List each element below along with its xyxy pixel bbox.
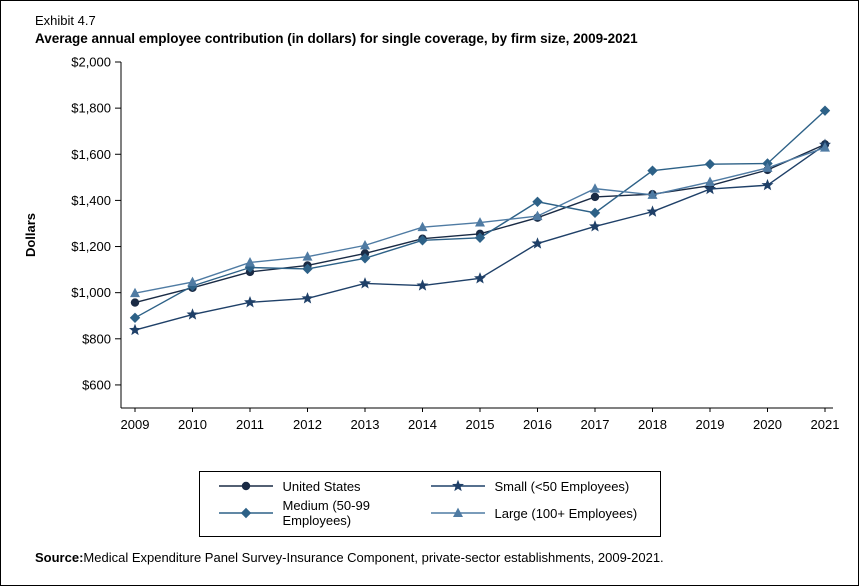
triangle-marker xyxy=(245,257,255,267)
y-tick-label: $1,000 xyxy=(71,285,111,300)
diamond-marker xyxy=(647,165,658,176)
y-tick-label: $2,000 xyxy=(71,55,111,70)
star-marker xyxy=(129,323,141,336)
circle-marker xyxy=(590,192,600,202)
y-tick-label: $1,600 xyxy=(71,147,111,162)
star-marker xyxy=(589,220,601,232)
star-marker xyxy=(704,182,716,195)
legend-label-united-states: United States xyxy=(282,478,361,494)
series-small-50-employees xyxy=(129,138,831,336)
legend-circle-marker xyxy=(241,481,250,491)
x-tick-label: 2014 xyxy=(408,417,437,432)
legend-swatch-large xyxy=(430,507,485,517)
legend-item-united-states: United States xyxy=(218,478,430,494)
x-tick-label: 2009 xyxy=(121,417,150,432)
exhibit-label: Exhibit 4.7 xyxy=(35,13,96,28)
legend-item-small: Small (<50 Employees) xyxy=(430,478,642,494)
star-marker xyxy=(474,272,486,284)
y-tick-label: $1,200 xyxy=(71,239,111,254)
legend-star-marker xyxy=(451,479,464,492)
triangle-marker xyxy=(302,251,313,261)
chart-title: Average annual employee contribution (in… xyxy=(35,31,638,46)
series-large-100-employees xyxy=(130,142,830,298)
x-tick-label: 2017 xyxy=(581,417,610,432)
legend-grid: United States Small (<50 Employees) Medi… xyxy=(218,478,642,528)
x-tick-label: 2016 xyxy=(523,417,552,432)
x-tick-label: 2012 xyxy=(293,417,322,432)
source-label: Source: xyxy=(35,550,84,565)
legend-label-large: Large (100+ Employees) xyxy=(494,505,638,521)
diamond-marker xyxy=(359,253,371,264)
diamond-marker xyxy=(589,207,601,219)
y-tick-label: $800 xyxy=(82,331,111,346)
triangle-marker xyxy=(820,142,830,152)
diamond-marker xyxy=(532,196,543,207)
star-marker xyxy=(646,205,659,217)
triangle-marker xyxy=(417,221,428,232)
legend-label-small: Small (<50 Employees) xyxy=(494,478,630,494)
star-marker xyxy=(761,178,774,191)
header: Exhibit 4.7 Average annual employee cont… xyxy=(1,1,858,46)
triangle-marker xyxy=(187,276,198,287)
diamond-marker xyxy=(704,158,716,170)
source-note: Source:Medical Expenditure Panel Survey-… xyxy=(1,537,858,565)
x-tick-label: 2018 xyxy=(638,417,667,432)
triangle-marker xyxy=(130,287,140,298)
y-tick-label: $1,800 xyxy=(71,101,111,116)
legend-diamond-marker xyxy=(240,507,251,519)
star-marker xyxy=(244,296,256,308)
series-medium-50-99-employees xyxy=(129,105,831,324)
star-marker xyxy=(416,279,429,291)
line-chart: $600 $800 $1,000 $1,200 $1,400 $1,600 $1,800 $2… xyxy=(23,55,840,433)
legend-item-large: Large (100+ Employees) xyxy=(430,498,642,528)
x-tick-label: 2019 xyxy=(696,417,725,432)
y-tick-label: $600 xyxy=(82,377,111,392)
legend-swatch-united-states xyxy=(218,481,273,491)
circle-marker xyxy=(130,298,140,307)
star-marker xyxy=(531,237,544,249)
triangle-marker xyxy=(705,176,715,186)
source-text: Medical Expenditure Panel Survey-Insuran… xyxy=(83,550,664,565)
x-tick-label: 2021 xyxy=(811,417,840,432)
legend: United States Small (<50 Employees) Medi… xyxy=(198,471,661,537)
legend-triangle-marker xyxy=(452,507,463,517)
diamond-marker xyxy=(302,263,313,275)
star-marker xyxy=(186,308,199,320)
star-marker xyxy=(301,292,314,304)
diamond-marker xyxy=(417,235,428,246)
legend-label-medium: Medium (50-99 Employees) xyxy=(282,498,370,528)
legend-swatch-medium xyxy=(218,507,273,519)
star-marker xyxy=(359,277,371,289)
triangle-marker xyxy=(762,162,773,172)
y-tick-label: $1,400 xyxy=(71,193,111,208)
x-tick-label: 2013 xyxy=(351,417,380,432)
legend-swatch-small xyxy=(430,479,485,492)
triangle-marker xyxy=(475,217,485,227)
series-line-medium-50-99-employees xyxy=(134,110,826,319)
x-tick-label: 2015 xyxy=(466,417,495,432)
diamond-marker xyxy=(819,105,831,116)
x-tick-label: 2020 xyxy=(753,417,782,432)
triangle-marker xyxy=(532,210,543,221)
triangle-marker xyxy=(360,239,370,250)
triangle-marker xyxy=(590,183,600,193)
chart-area: $600 $800 $1,000 $1,200 $1,400 $1,600 $1,800 $2… xyxy=(19,50,858,447)
x-tick-label: 2011 xyxy=(236,417,264,432)
triangle-marker xyxy=(647,189,658,199)
diamond-marker xyxy=(474,232,486,243)
x-tick-label: 2010 xyxy=(178,417,207,432)
y-axis-title: Dollars xyxy=(23,213,38,257)
legend-item-medium: Medium (50-99 Employees) xyxy=(218,498,430,528)
diamond-marker xyxy=(129,312,141,324)
